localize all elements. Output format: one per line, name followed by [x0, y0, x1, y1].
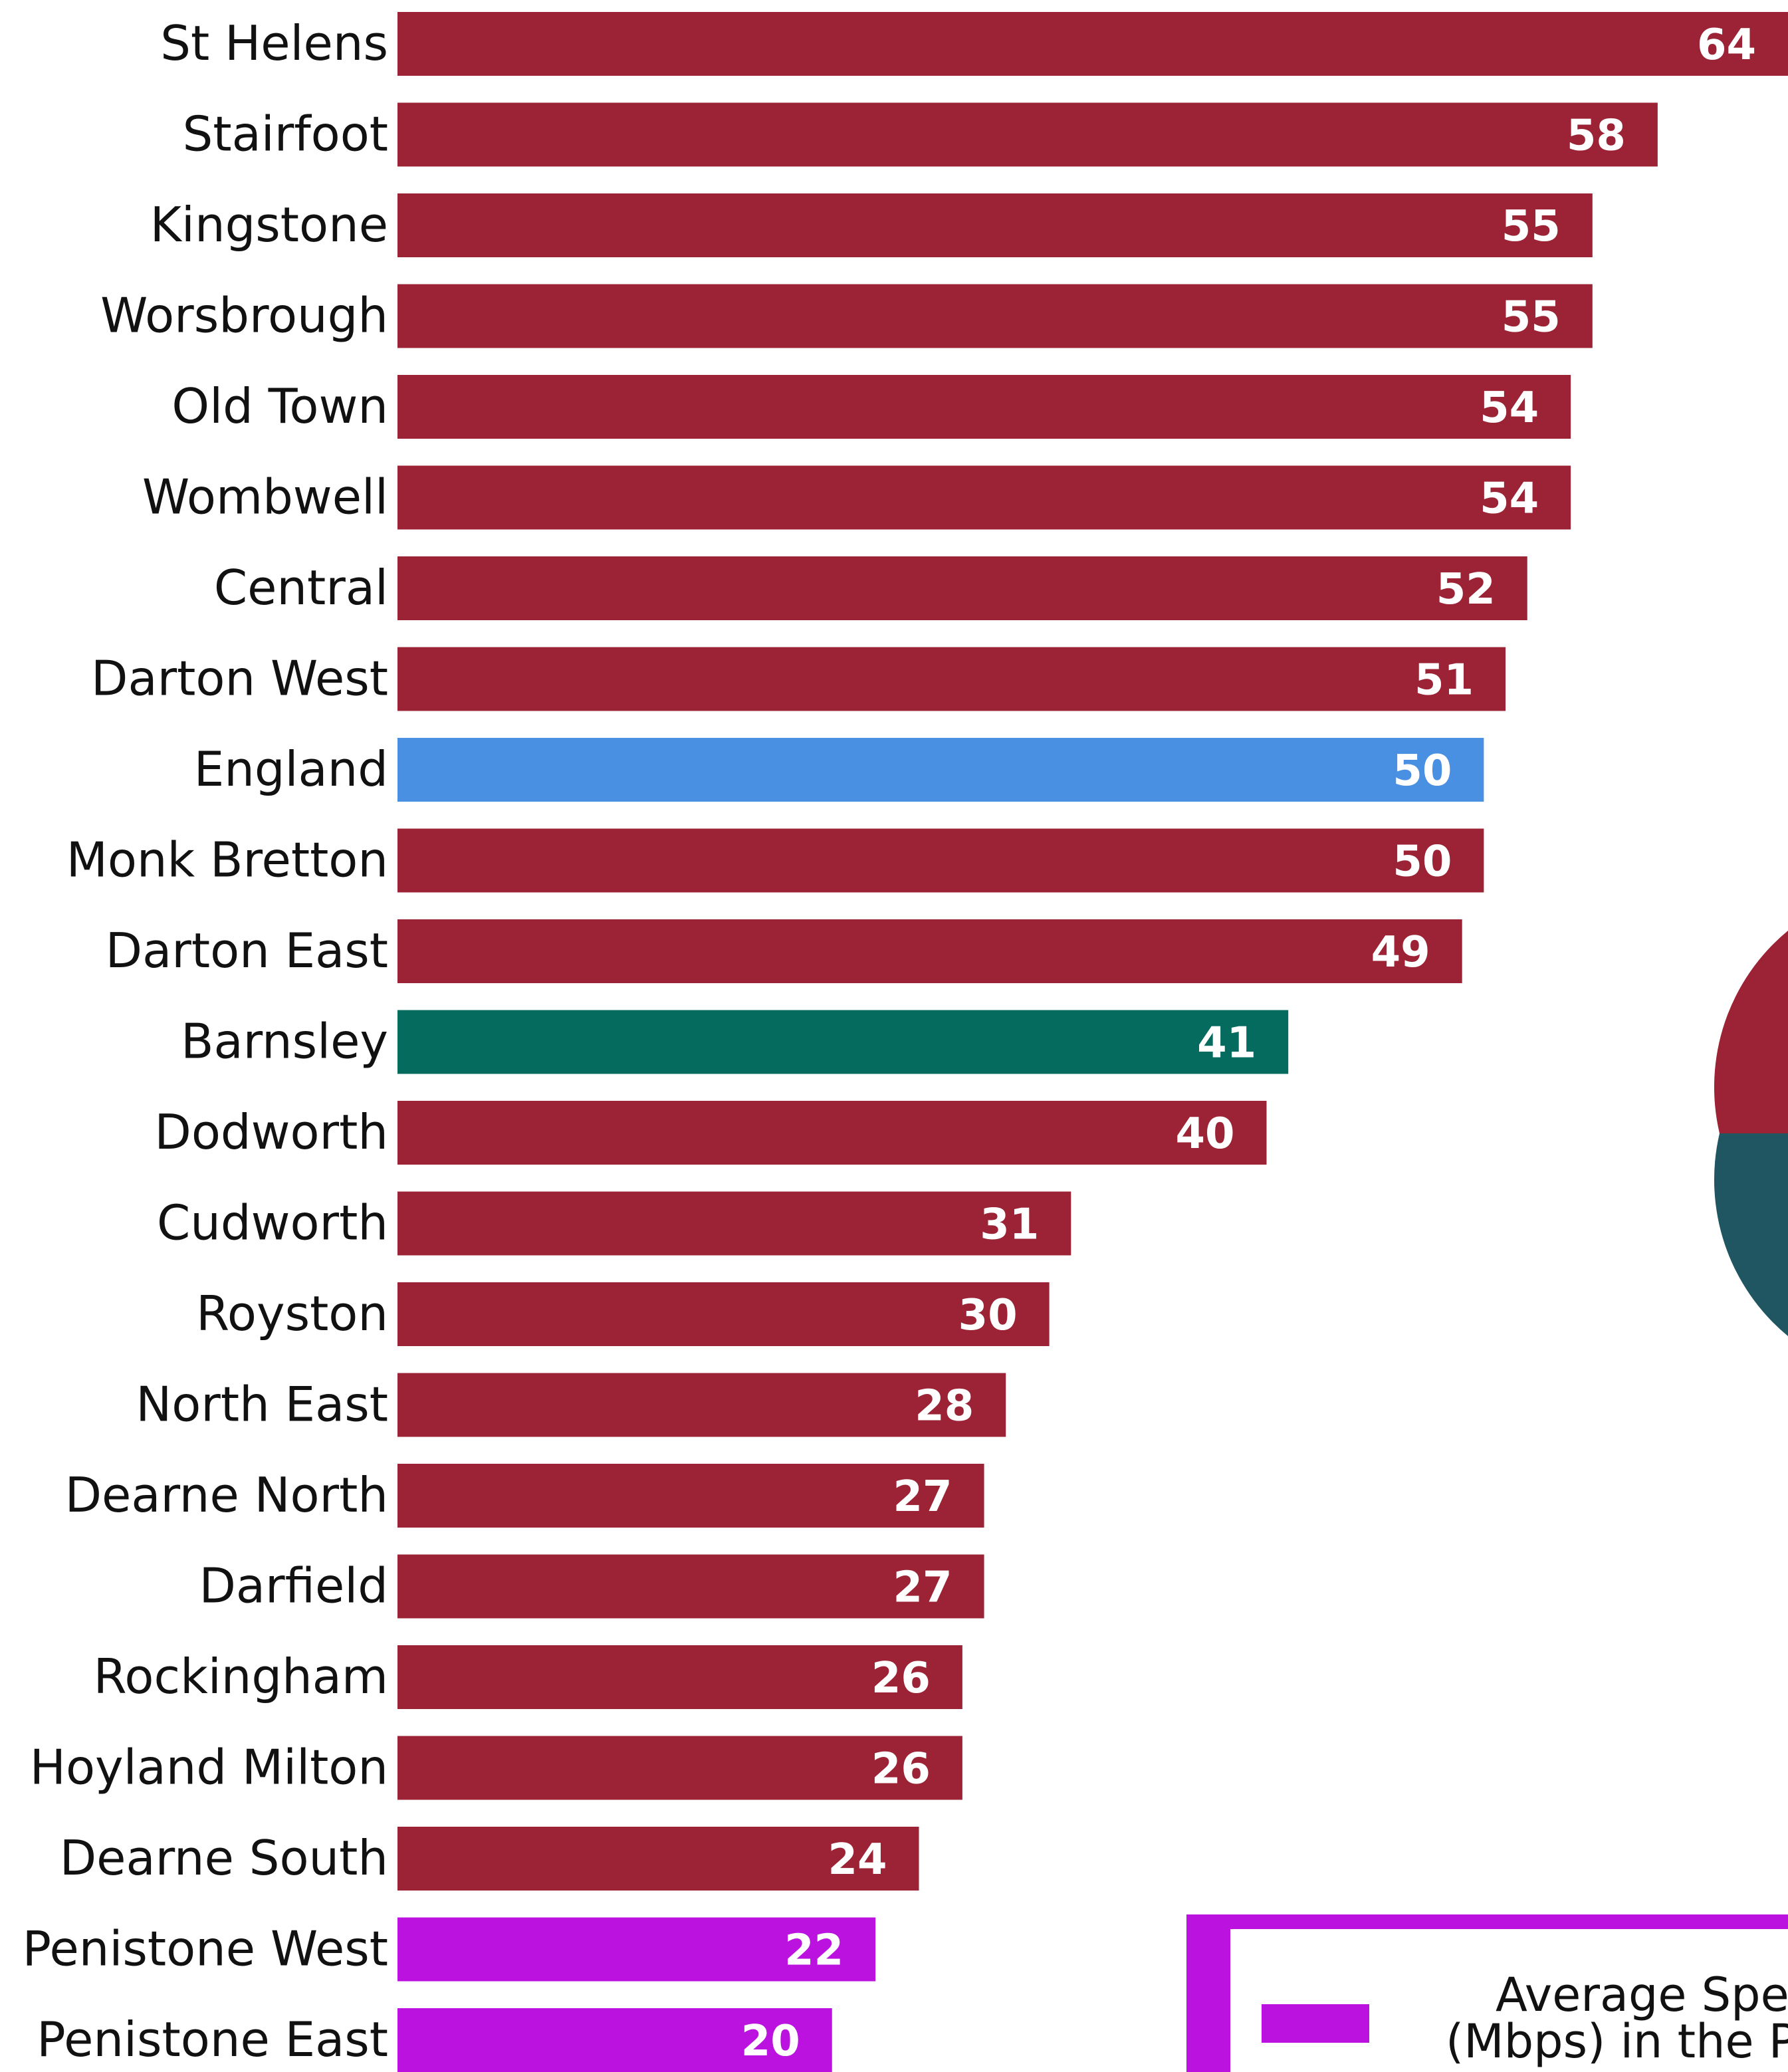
value-label-darfield: 27 — [893, 1563, 952, 1613]
bar-hoyland-milton — [397, 1736, 962, 1800]
legend-swatch — [1262, 2004, 1369, 2043]
value-label-penistone-west: 22 — [784, 1926, 843, 1976]
pie-slice-teal — [1714, 1133, 1788, 1336]
bar-dearne-north — [397, 1464, 984, 1528]
value-label-north-east: 28 — [915, 1382, 974, 1431]
value-label-england: 50 — [1393, 747, 1452, 796]
category-label-central: Central — [214, 560, 388, 616]
value-label-royston: 30 — [958, 1291, 1018, 1340]
category-label-worsbrough: Worsbrough — [100, 288, 388, 344]
value-label-worsbrough: 55 — [1502, 293, 1561, 342]
bar-darton-west — [397, 647, 1506, 711]
value-label-dodworth: 40 — [1175, 1109, 1234, 1159]
bar-wombwell — [397, 465, 1571, 530]
legend-box: Average Spe (Mbps) in the P — [1186, 1914, 1788, 2072]
category-label-darton-west: Darton West — [91, 651, 388, 707]
category-label-penistone-west: Penistone West — [23, 1921, 388, 1977]
value-label-cudworth: 31 — [980, 1201, 1039, 1250]
legend-label-line1: Average Spe — [1496, 1968, 1788, 2022]
category-label-north-east: North East — [136, 1377, 388, 1433]
value-label-barnsley: 41 — [1197, 1019, 1256, 1068]
legend-label-line2: (Mbps) in the P — [1446, 2014, 1788, 2069]
category-label-stairfoot: Stairfoot — [183, 106, 388, 162]
bar-worsbrough — [397, 284, 1593, 348]
bar-old-town — [397, 375, 1571, 439]
value-label-rockingham: 26 — [871, 1654, 931, 1703]
bar-st-helens — [397, 12, 1788, 76]
bar-cudworth — [397, 1191, 1071, 1256]
value-label-central: 52 — [1436, 565, 1496, 614]
category-label-dearne-north: Dearne North — [65, 1467, 388, 1523]
value-label-wombwell: 54 — [1480, 475, 1539, 524]
category-label-old-town: Old Town — [171, 378, 388, 434]
category-label-barnsley: Barnsley — [181, 1014, 388, 1070]
bar-monk-bretton — [397, 828, 1484, 893]
pie-slice-red — [1714, 931, 1788, 1133]
bar-north-east — [397, 1373, 1006, 1437]
category-label-darfield: Darfield — [199, 1558, 388, 1614]
value-label-dearne-north: 27 — [893, 1472, 952, 1522]
value-label-hoyland-milton: 26 — [871, 1745, 931, 1794]
category-label-monk-bretton: Monk Bretton — [66, 832, 388, 888]
category-label-cudworth: Cudworth — [157, 1195, 388, 1251]
category-label-darton-east: Darton East — [106, 923, 388, 978]
value-label-darton-west: 51 — [1414, 656, 1474, 705]
category-label-kingstone: Kingstone — [150, 197, 388, 253]
bar-penistone-east — [397, 2008, 832, 2072]
value-label-dearne-south: 24 — [828, 1835, 887, 1885]
category-label-dearne-south: Dearne South — [60, 1830, 388, 1886]
value-label-darton-east: 49 — [1371, 928, 1430, 977]
bars-layer — [397, 12, 1788, 2072]
category-label-england: England — [194, 741, 388, 797]
bar-england — [397, 738, 1484, 802]
legend-frame-inner — [1230, 1929, 1788, 2072]
bar-rockingham — [397, 1645, 962, 1709]
bar-dearne-south — [397, 1827, 919, 1891]
bar-penistone-west — [397, 1917, 876, 1982]
partial-pie-chart — [1714, 931, 1788, 1336]
bar-stairfoot — [397, 102, 1658, 167]
category-label-wombwell: Wombwell — [142, 469, 388, 525]
category-label-penistone-east: Penistone East — [37, 2012, 388, 2067]
bar-barnsley — [397, 1010, 1289, 1074]
value-label-stairfoot: 58 — [1567, 112, 1626, 161]
bar-darton-east — [397, 919, 1462, 983]
labels-layer: St Helens 64 Stairfoot 58 Kingstone 55 Worsbro… — [23, 15, 1756, 2067]
value-label-old-town: 54 — [1480, 384, 1539, 433]
category-label-st-helens: St Helens — [160, 15, 388, 71]
bar-kingstone — [397, 193, 1593, 257]
category-label-dodworth: Dodworth — [154, 1104, 388, 1160]
value-label-st-helens: 64 — [1697, 21, 1756, 70]
value-label-monk-bretton: 50 — [1393, 838, 1452, 887]
value-label-kingstone: 55 — [1502, 202, 1561, 251]
category-label-royston: Royston — [196, 1286, 388, 1341]
bar-dodworth — [397, 1101, 1267, 1165]
bar-darfield — [397, 1554, 984, 1619]
bar-central — [397, 556, 1527, 620]
value-label-penistone-east: 20 — [741, 2017, 800, 2066]
category-label-hoyland-milton: Hoyland Milton — [30, 1740, 388, 1795]
bar-royston — [397, 1282, 1050, 1346]
category-label-rockingham: Rockingham — [94, 1649, 388, 1704]
